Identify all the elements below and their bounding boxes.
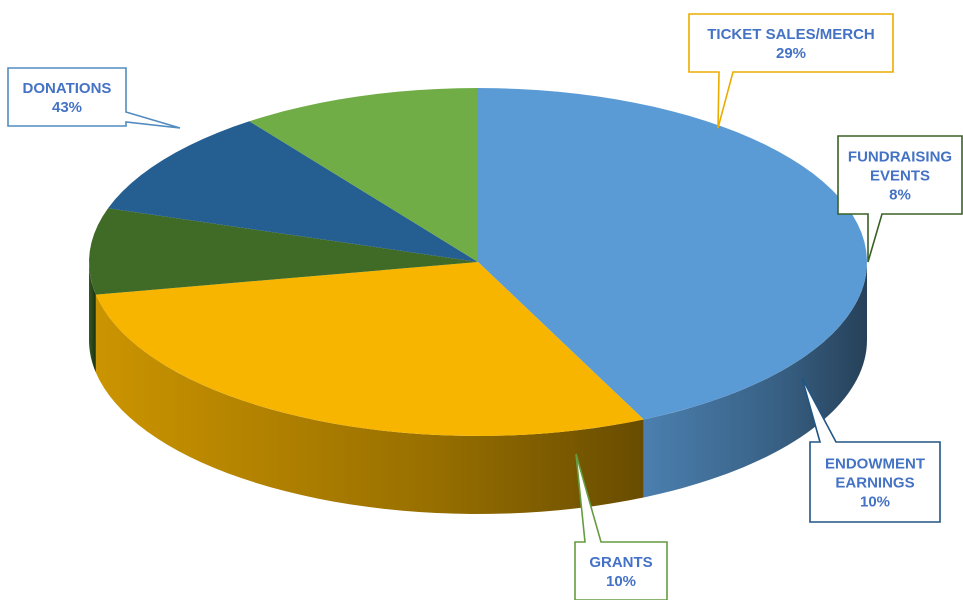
callout-ticket-sales-merch: TICKET SALES/MERCH 29% xyxy=(688,13,894,129)
callout-percent: 43% xyxy=(52,99,82,116)
data-callouts: DONATIONS 43% TICKET SALES/MERCH 29% FUNDRAI… xyxy=(7,13,963,600)
callout-label-line: FUNDRAISING xyxy=(848,149,952,166)
callout-percent: 29% xyxy=(776,45,806,62)
callout-box xyxy=(837,135,963,263)
callout-box xyxy=(688,13,894,129)
callout-percent: 10% xyxy=(606,573,636,590)
callout-label: ENDOWMENT EARNINGS 10% xyxy=(825,456,925,511)
slice-donations xyxy=(478,88,867,420)
callout-box xyxy=(7,67,181,129)
slice-endowment-earnings xyxy=(108,121,478,262)
slice-grants xyxy=(249,88,478,262)
callout-grants: GRANTS 10% xyxy=(574,453,668,600)
callout-box xyxy=(574,453,668,600)
callout-label-line: GRANTS xyxy=(589,554,652,571)
callout-label: TICKET SALES/MERCH 29% xyxy=(707,26,875,62)
callout-donations: DONATIONS 43% xyxy=(7,67,181,129)
callout-percent: 8% xyxy=(889,187,911,204)
slice-ticket-sales-merch xyxy=(95,262,644,436)
callout-label-line: ENDOWMENT xyxy=(825,456,925,473)
callout-box xyxy=(801,377,941,523)
callout-label: DONATIONS 43% xyxy=(23,80,112,116)
slice-side-fundraising-events xyxy=(89,262,96,373)
callout-label-line: EVENTS xyxy=(870,168,930,185)
pie-side-walls xyxy=(89,262,867,514)
callout-label-line: DONATIONS xyxy=(23,80,112,97)
slice-side-ticket-sales-merch xyxy=(95,294,644,514)
callout-label: GRANTS 10% xyxy=(589,554,652,590)
callout-endowment-earnings: ENDOWMENT EARNINGS 10% xyxy=(801,377,941,523)
callout-label: FUNDRAISING EVENTS 8% xyxy=(848,149,952,204)
slice-side-donations xyxy=(643,262,867,498)
callout-percent: 10% xyxy=(860,494,890,511)
callout-fundraising-events: FUNDRAISING EVENTS 8% xyxy=(837,135,963,263)
slice-fundraising-events xyxy=(89,208,478,295)
callout-label-line: EARNINGS xyxy=(835,475,914,492)
pie-top-faces xyxy=(89,88,867,436)
callout-label-line: TICKET SALES/MERCH xyxy=(707,26,875,43)
